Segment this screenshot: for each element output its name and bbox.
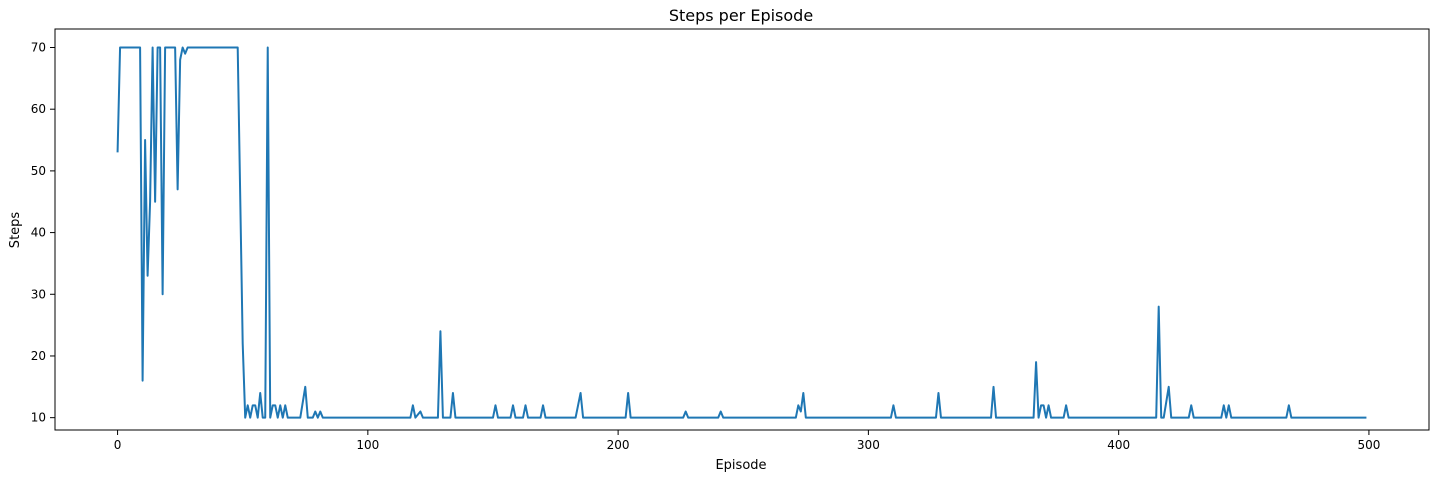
x-tick-label: 200 <box>607 438 630 452</box>
y-tick-label: 10 <box>31 411 46 425</box>
plot-area <box>116 46 1367 419</box>
x-tick-label: 0 <box>114 438 122 452</box>
y-axis-ticks: 10 20 30 40 50 60 70 <box>31 41 55 425</box>
x-axis-ticks: 0 100 200 300 400 500 <box>114 430 1380 452</box>
y-tick-label: 20 <box>31 349 46 363</box>
axes-frame <box>54 28 1430 431</box>
y-tick-label: 70 <box>31 41 46 55</box>
x-tick-label: 400 <box>1107 438 1130 452</box>
series-line-1 <box>116 46 1367 419</box>
y-tick-label: 40 <box>31 226 46 240</box>
y-tick-label: 30 <box>31 287 46 301</box>
x-tick-label: 300 <box>857 438 880 452</box>
y-tick-label: 50 <box>31 164 46 178</box>
chart-title: Steps per Episode <box>669 6 813 25</box>
x-tick-label: 100 <box>356 438 379 452</box>
y-axis-label: Steps <box>8 212 23 249</box>
x-tick-label: 500 <box>1357 438 1380 452</box>
x-axis-label: Episode <box>715 458 766 473</box>
y-tick-label: 60 <box>31 102 46 116</box>
